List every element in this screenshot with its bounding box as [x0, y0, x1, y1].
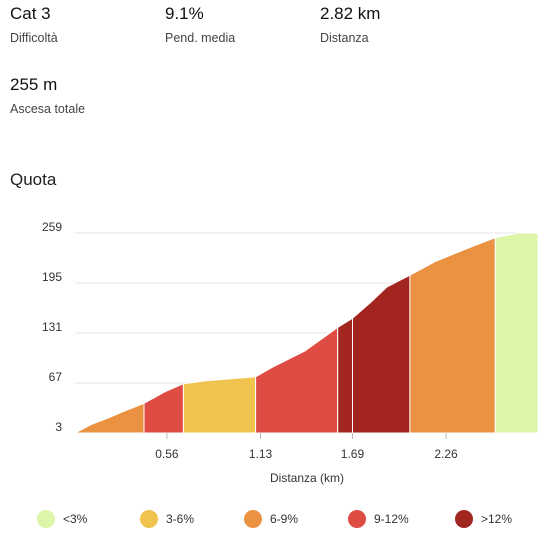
stat-label: Ascesa totale: [10, 102, 86, 116]
grade-segment: [352, 274, 411, 434]
elevation-chart: 3 67 131 195 259 0.56 1.13 1.69 2.26 Distanza (…: [42, 220, 539, 485]
stat-value: Cat 3: [10, 4, 51, 23]
y-tick-label: 131: [42, 320, 62, 334]
stat-value: 9.1%: [165, 4, 204, 23]
grade-segment: [182, 376, 257, 434]
stat-value: 255 m: [10, 75, 58, 94]
legend-item: 9-12%: [348, 510, 409, 528]
grade-segment: [494, 232, 539, 434]
legend-label: <3%: [63, 512, 88, 526]
grade-segment: [337, 317, 353, 434]
stat-total-ascent: 255 m Ascesa totale: [10, 75, 85, 117]
grade-segment: [255, 326, 339, 434]
x-axis-label: Distanza (km): [270, 471, 344, 485]
x-axis-ticks: 0.56 1.13 1.69 2.26: [155, 433, 458, 461]
grade-segment: [74, 402, 145, 434]
y-axis-ticks: 3 67 131 195 259: [42, 220, 62, 434]
stat-distance: 2.82 km Distanza: [320, 4, 380, 46]
stat-label: Distanza: [320, 31, 369, 45]
legend-swatch: [140, 510, 158, 528]
grade-legend: <3% 3-6% 6-9% 9-12% >12%: [0, 510, 550, 534]
chart-areas: [74, 232, 539, 434]
stat-avg-grade: 9.1% Pend. media: [165, 4, 235, 46]
x-tick-label: 0.56: [155, 447, 179, 461]
legend-item: 6-9%: [244, 510, 298, 528]
y-tick-label: 195: [42, 270, 62, 284]
legend-item: <3%: [37, 510, 87, 528]
legend-item: >12%: [455, 510, 512, 528]
legend-swatch: [244, 510, 262, 528]
legend-label: >12%: [481, 512, 513, 526]
stat-difficulty: Cat 3 Difficoltà: [10, 4, 58, 46]
x-tick-label: 1.69: [341, 447, 365, 461]
y-tick-label: 259: [42, 220, 62, 234]
legend-swatch: [348, 510, 366, 528]
legend-label: 9-12%: [374, 512, 409, 526]
legend-item: 3-6%: [140, 510, 194, 528]
legend-swatch: [455, 510, 473, 528]
grade-segment: [409, 236, 496, 434]
y-tick-label: 3: [55, 420, 62, 434]
grade-segment: [143, 383, 184, 434]
section-title-elevation: Quota: [10, 170, 57, 189]
x-tick-label: 2.26: [434, 447, 458, 461]
x-tick-label: 1.13: [249, 447, 273, 461]
stat-label: Pend. media: [165, 31, 236, 45]
legend-swatch: [37, 510, 55, 528]
legend-label: 3-6%: [166, 512, 195, 526]
stat-label: Difficoltà: [10, 31, 58, 45]
stat-value: 2.82 km: [320, 4, 381, 23]
legend-label: 6-9%: [270, 512, 299, 526]
y-tick-label: 67: [49, 370, 63, 384]
